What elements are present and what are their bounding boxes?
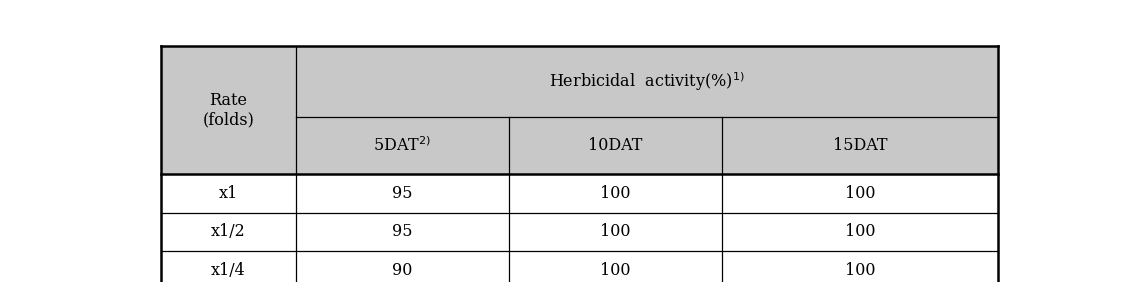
Text: 5DAT$^{2)}$: 5DAT$^{2)}$: [374, 136, 432, 155]
Bar: [296, 46, 998, 117]
Bar: [722, 251, 998, 282]
Bar: [508, 117, 722, 174]
Bar: [160, 251, 296, 282]
Bar: [508, 251, 722, 282]
Bar: [296, 174, 508, 213]
Text: 95: 95: [392, 223, 412, 240]
Text: x1/4: x1/4: [211, 262, 245, 279]
Text: 100: 100: [844, 185, 875, 202]
Text: 100: 100: [600, 185, 631, 202]
Bar: [296, 117, 508, 174]
Text: 100: 100: [600, 262, 631, 279]
Text: 95: 95: [392, 185, 412, 202]
Text: 100: 100: [600, 223, 631, 240]
Bar: [508, 174, 722, 213]
Bar: [722, 174, 998, 213]
Text: 15DAT: 15DAT: [833, 137, 887, 154]
Text: 100: 100: [844, 223, 875, 240]
Text: 90: 90: [392, 262, 412, 279]
Bar: [296, 213, 508, 251]
Text: 10DAT: 10DAT: [589, 137, 643, 154]
Bar: [160, 213, 296, 251]
Text: x1/2: x1/2: [211, 223, 245, 240]
Text: Herbicidal  activity(%)$^{1)}$: Herbicidal activity(%)$^{1)}$: [549, 70, 745, 93]
Text: 100: 100: [844, 262, 875, 279]
Bar: [160, 46, 296, 174]
Text: x1: x1: [219, 185, 238, 202]
Bar: [296, 251, 508, 282]
Bar: [508, 213, 722, 251]
Bar: [722, 117, 998, 174]
Bar: [160, 174, 296, 213]
Text: Rate
(folds): Rate (folds): [202, 92, 254, 128]
Bar: [722, 213, 998, 251]
